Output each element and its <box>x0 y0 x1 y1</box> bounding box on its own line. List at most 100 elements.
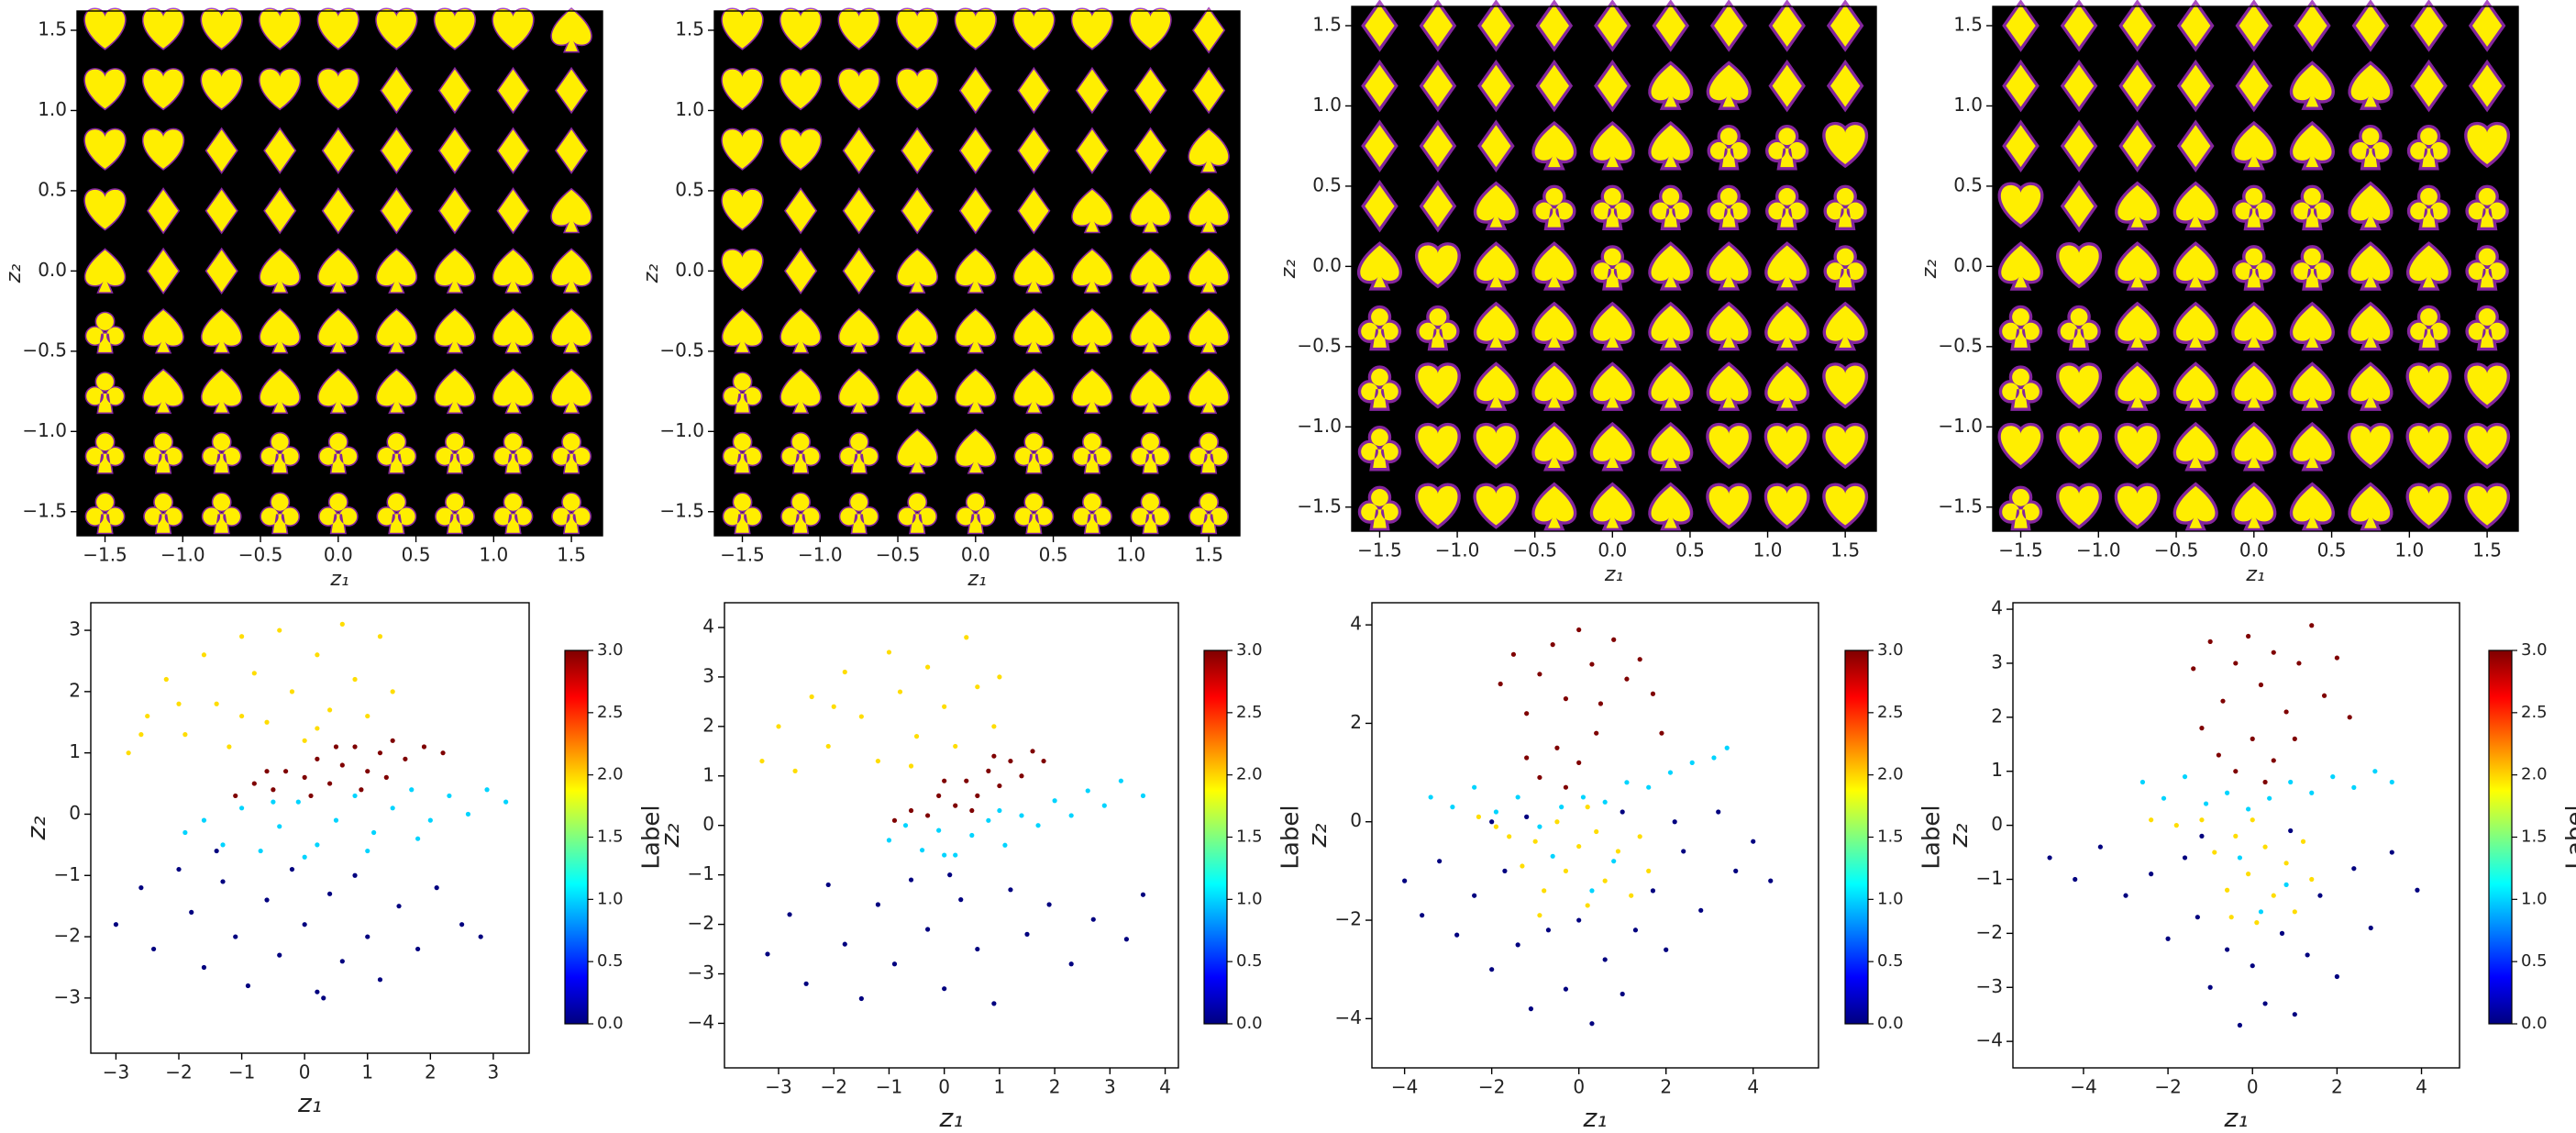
x-tick-label: 1.0 <box>2394 539 2424 561</box>
suit-cell <box>2464 121 2511 169</box>
suit-cell <box>1706 422 1752 470</box>
x-tick-label: −0.5 <box>238 544 283 566</box>
suit-cell <box>1192 66 1226 115</box>
suit-cell <box>259 368 301 415</box>
scatter-point <box>2321 693 2327 698</box>
y-tick-label: −1.0 <box>1297 415 1342 437</box>
scatter-point <box>908 763 914 769</box>
y-tick-label: 0.0 <box>1312 254 1342 276</box>
scatter-point <box>2279 930 2285 936</box>
suit-cell <box>2289 482 2335 532</box>
scatter-point <box>1068 961 1074 967</box>
suit-cell <box>2176 0 2215 52</box>
plot-area <box>1372 603 1819 1068</box>
scatter-point <box>964 778 969 783</box>
suit-cell <box>2348 181 2394 231</box>
scatter-point <box>2212 850 2217 855</box>
colorbar-tick-label: 2.5 <box>1877 703 1904 722</box>
suit-cell <box>260 492 301 535</box>
scatter-point <box>1515 794 1520 800</box>
scatter-point <box>2250 963 2255 969</box>
suit-cell <box>1013 492 1055 535</box>
suit-cell <box>1071 187 1113 234</box>
scatter-point <box>2224 887 2230 893</box>
scatter-point <box>1140 892 1146 897</box>
scatter-point <box>2123 893 2128 898</box>
scatter-point <box>434 885 439 891</box>
scatter-point <box>2334 973 2339 980</box>
scatter-point <box>1646 784 1652 790</box>
scatter-point <box>365 769 370 774</box>
suit-cell <box>1706 301 1752 351</box>
scatter-point <box>2233 661 2239 666</box>
suit-cell <box>492 368 535 415</box>
suit-cell <box>1998 485 2043 532</box>
suit-cell <box>955 428 997 474</box>
scatter-point <box>1698 907 1704 913</box>
suit-cell <box>838 431 879 474</box>
suit-cell <box>837 68 880 111</box>
x-tick-label: 4 <box>2416 1076 2427 1098</box>
scatter-point <box>975 793 980 798</box>
suit-cell <box>1129 308 1172 354</box>
suit-cell <box>721 7 764 50</box>
scatter-point <box>233 793 238 799</box>
suit-cell <box>317 492 359 535</box>
scatter-point <box>1493 824 1499 829</box>
scatter-point <box>1118 778 1123 783</box>
y-tick-label: −1.0 <box>659 419 704 441</box>
y-tick-label: 1.0 <box>1953 94 1983 116</box>
suit-cell <box>380 127 414 174</box>
x-axis-label: z₁ <box>329 568 348 591</box>
suit-cell <box>205 127 238 174</box>
suit-cell <box>1648 482 1694 532</box>
suit-cell <box>1822 483 1869 529</box>
y-axis-label: z₂ <box>640 264 663 284</box>
suit-cell <box>1188 248 1230 294</box>
x-tick-label: 2 <box>425 1061 437 1083</box>
suit-cell <box>2406 184 2451 231</box>
suit-cell <box>550 308 592 354</box>
scatter-point <box>2207 639 2213 644</box>
colorbar-tick-label: 0.0 <box>1236 1014 1263 1033</box>
y-tick-label: −3 <box>1976 975 2003 997</box>
suit-cell <box>1823 245 1867 291</box>
suit-cell <box>1477 59 1515 113</box>
scatter-point <box>936 828 942 833</box>
scatter-point <box>1030 749 1035 754</box>
y-tick-label: 4 <box>1991 597 2003 619</box>
scatter-point <box>295 799 301 805</box>
suit-cell <box>200 368 243 415</box>
y-tick-label: 0 <box>1991 813 2003 835</box>
suit-cell <box>1589 482 1635 532</box>
scatter-point <box>2149 872 2154 877</box>
y-tick-label: 0.5 <box>38 178 67 200</box>
scatter-point <box>1620 809 1625 815</box>
x-tick-label: 0.0 <box>324 544 353 566</box>
scatter-point <box>1537 913 1542 918</box>
scatter-point <box>997 783 1002 789</box>
suit-cell <box>1823 184 1867 231</box>
suit-cell <box>437 127 472 174</box>
subplot: −3 −2 −1 0 1 2 3 −3 −2 −1 0 1 2 3 z₁ z₂ 0.0 0.5 1.0 1.5 2.0 2… <box>21 602 666 1118</box>
suit-cell <box>83 188 127 231</box>
scatter-point <box>1532 839 1538 844</box>
scatter-point <box>403 756 408 761</box>
suit-cell <box>1188 308 1230 354</box>
suit-cell <box>2464 483 2511 529</box>
scatter-point <box>1615 849 1621 854</box>
colorbar-tick-label: 1.0 <box>1236 889 1263 908</box>
scatter-point <box>919 848 925 853</box>
suit-cell <box>2114 422 2161 470</box>
scatter-point <box>2161 795 2167 801</box>
scatter-point <box>2254 919 2260 926</box>
y-tick-label: 1.0 <box>1312 94 1342 116</box>
suit-cell <box>955 368 997 415</box>
scatter-point <box>2224 947 2230 952</box>
y-tick-label: −1.5 <box>1938 494 1983 517</box>
suit-cell <box>2172 241 2218 291</box>
x-tick-label: 0 <box>1573 1076 1585 1098</box>
scatter-point <box>886 838 892 843</box>
scatter-point <box>2283 861 2289 866</box>
suit-cell <box>2289 301 2335 351</box>
